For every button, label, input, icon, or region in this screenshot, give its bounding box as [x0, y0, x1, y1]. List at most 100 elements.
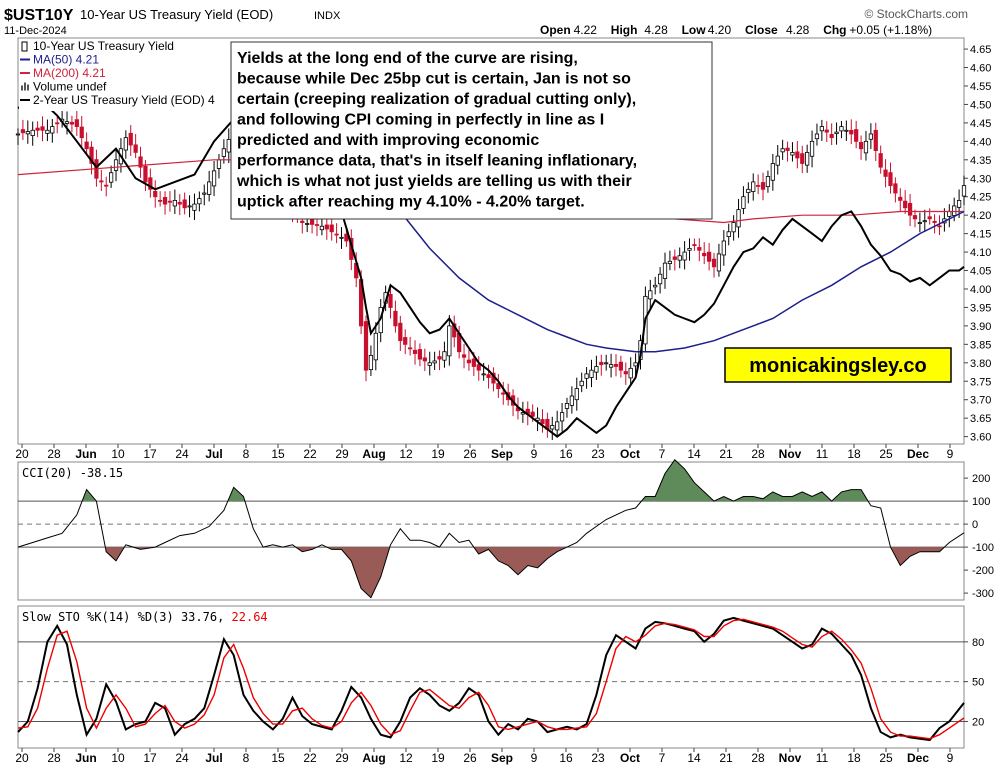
candle-body: [667, 260, 673, 264]
legend-entry: 2-Year US Treasury Yield (EOD) 4: [33, 93, 215, 107]
candle-body: [412, 349, 418, 354]
x-tick-label: 28: [47, 447, 61, 461]
candle-body: [809, 140, 815, 157]
candle-body: [819, 126, 824, 132]
x-tick-label: 14: [687, 751, 701, 765]
candle-body: [324, 224, 329, 230]
x-tick-label: 24: [175, 751, 189, 765]
x-tick-label: 24: [175, 447, 189, 461]
panel-ytick-label: 0: [972, 519, 978, 531]
candle-body: [447, 325, 452, 357]
panel-ytick-label: 50: [972, 677, 984, 689]
candle-body: [711, 258, 717, 268]
sto-panel: 80 50 20 Slow STO %K(14) %D(3) 33.76, 22.64: [17, 605, 984, 749]
candle-body: [177, 201, 182, 205]
chart-symbol: $UST10Y: [4, 7, 74, 24]
x-tick-label: 14: [687, 447, 701, 461]
candle-body: [844, 129, 849, 132]
cci-oversold-area: [326, 547, 390, 598]
chart-date: 11-Dec-2024: [4, 25, 67, 37]
x-tick-label: 12: [399, 751, 413, 765]
candle-body: [99, 180, 104, 183]
x-tick-label: 18: [847, 751, 861, 765]
candle-body: [564, 402, 570, 409]
candle-body: [898, 196, 903, 201]
candle-body: [736, 209, 741, 228]
candle-body: [79, 126, 84, 139]
candle-body: [726, 231, 731, 238]
candle-body: [613, 364, 619, 367]
price-ytick-label: 4.45: [970, 118, 991, 130]
panel-frame: [17, 461, 965, 601]
candle-body: [770, 163, 775, 181]
x-tick-label: Jul: [205, 751, 222, 765]
candle-body: [623, 371, 628, 375]
x-tick-label: 29: [335, 751, 349, 765]
candle-body: [417, 349, 423, 360]
legend-swatch-bar: [24, 82, 26, 91]
candle-body: [481, 373, 486, 376]
candle-body: [89, 146, 94, 164]
sto-title-d: 22.64: [232, 610, 268, 624]
candle-body: [300, 220, 305, 223]
price-ytick-label: 3.70: [970, 395, 991, 407]
candle-body: [153, 190, 158, 198]
panel-ytick-label: 100: [972, 496, 990, 508]
x-tick-label: 16: [559, 447, 573, 461]
annotation-line: performance data, that's in itself leani…: [237, 153, 637, 170]
candle-body: [559, 412, 565, 422]
ohlc-value: 4.20: [708, 23, 732, 37]
x-tick-label: 29: [335, 447, 349, 461]
candle-body: [702, 252, 707, 257]
candle-body: [162, 197, 168, 205]
ma50-line: [340, 144, 965, 353]
x-tick-label: Oct: [620, 447, 640, 461]
candle-body: [74, 119, 79, 127]
x-tick-label: 22: [303, 751, 317, 765]
x-tick-label: 15: [271, 447, 285, 461]
candle-body: [721, 240, 726, 256]
candle-body: [917, 222, 923, 224]
candle-body: [520, 412, 525, 415]
candle-body: [780, 148, 785, 153]
candle-body: [35, 127, 40, 131]
ohlc-readout: Open 4.22 High 4.28 Low 4.20 Close 4.28 Chg +0.05…: [540, 23, 932, 37]
candle-body: [594, 366, 599, 373]
ohlc-value: 4.28: [644, 23, 668, 37]
candle-body: [628, 367, 633, 379]
candle-body: [922, 220, 927, 223]
panel-ytick-label: 200: [972, 473, 990, 485]
price-ytick-label: 3.80: [970, 358, 991, 370]
price-ytick-label: 3.85: [970, 339, 991, 351]
candle-body: [182, 199, 187, 209]
candle-body: [363, 321, 369, 371]
candle-body: [408, 347, 413, 350]
x-tick-label: Aug: [362, 751, 385, 765]
annotation-line: which is what not just yields are tellin…: [236, 173, 632, 190]
x-tick-label: 19: [431, 447, 445, 461]
price-panel: 4.65 4.60 4.55 4.50 4.45 4.40 4.35 4.30 4.25 4.20…: [15, 37, 991, 445]
candle-body: [834, 131, 839, 134]
ohlc-value: 4.28: [786, 23, 810, 37]
candle-body: [216, 159, 222, 169]
candle-body: [741, 196, 746, 209]
candle-body: [496, 383, 501, 390]
cci-oversold-area: [105, 547, 125, 561]
price-ytick-label: 3.90: [970, 321, 991, 333]
x-tick-label: 22: [303, 447, 317, 461]
cci-oversold-area: [473, 547, 567, 575]
x-tick-label: Jun: [75, 447, 96, 461]
ohlc-label: Open: [540, 23, 571, 37]
price-ytick-label: 3.95: [970, 302, 991, 314]
candle-body: [55, 122, 60, 125]
annotation-box: Yields at the long end of the curve are …: [230, 41, 713, 220]
x-tick-label: 23: [591, 751, 605, 765]
candle-body: [221, 148, 226, 157]
annotation-line: predicted and with improving economic: [237, 132, 539, 149]
legend-entry: MA(50) 4.21: [33, 53, 99, 67]
x-tick-label: 20: [15, 447, 29, 461]
candle-body: [133, 144, 138, 153]
panel-ytick-label: 20: [972, 716, 984, 728]
candle-body: [329, 224, 334, 233]
